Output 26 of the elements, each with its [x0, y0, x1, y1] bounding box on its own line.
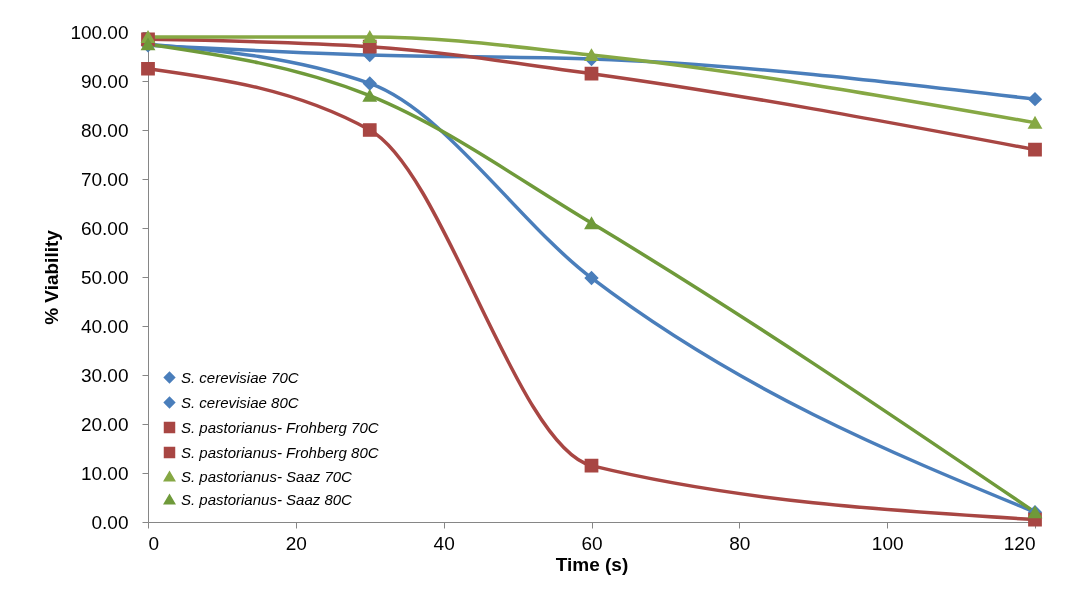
y-tick-label: 20.00: [80, 413, 129, 435]
x-tick-label: 0: [148, 532, 160, 554]
legend-label: S. pastorianus- Frohberg 70C: [181, 418, 379, 436]
y-tick-label: 0.00: [91, 511, 129, 533]
legend-label: S. cerevisiae 80C: [181, 393, 299, 411]
y-tick-label: 60.00: [80, 217, 129, 239]
y-tick-label: 40.00: [80, 315, 129, 337]
y-tick-label: 90.00: [80, 70, 129, 92]
x-tick-label: 20: [285, 532, 307, 554]
y-tick-label: 10.00: [80, 462, 129, 484]
legend-label: S. pastorianus- Saaz 80C: [181, 490, 353, 508]
y-tick-label: 80.00: [80, 119, 129, 141]
y-tick-label: 30.00: [80, 364, 129, 386]
y-tick-label: 100.00: [70, 21, 129, 43]
x-tick-label: 120: [1003, 532, 1036, 554]
legend-label: S. cerevisiae 70C: [181, 368, 299, 386]
x-tick-label: 40: [433, 532, 455, 554]
legend-label: S. pastorianus- Saaz 70C: [181, 467, 353, 485]
y-tick-label: 70.00: [80, 168, 129, 190]
legend-label: S. pastorianus- Frohberg 80C: [181, 443, 379, 461]
y-axis-title: % Viability: [41, 229, 63, 325]
y-tick-label: 50.00: [80, 266, 129, 288]
x-tick-label: 80: [729, 532, 751, 554]
x-axis-title: Time (s): [555, 553, 629, 575]
x-tick-label: 60: [581, 532, 603, 554]
x-tick-label: 100: [871, 532, 904, 554]
